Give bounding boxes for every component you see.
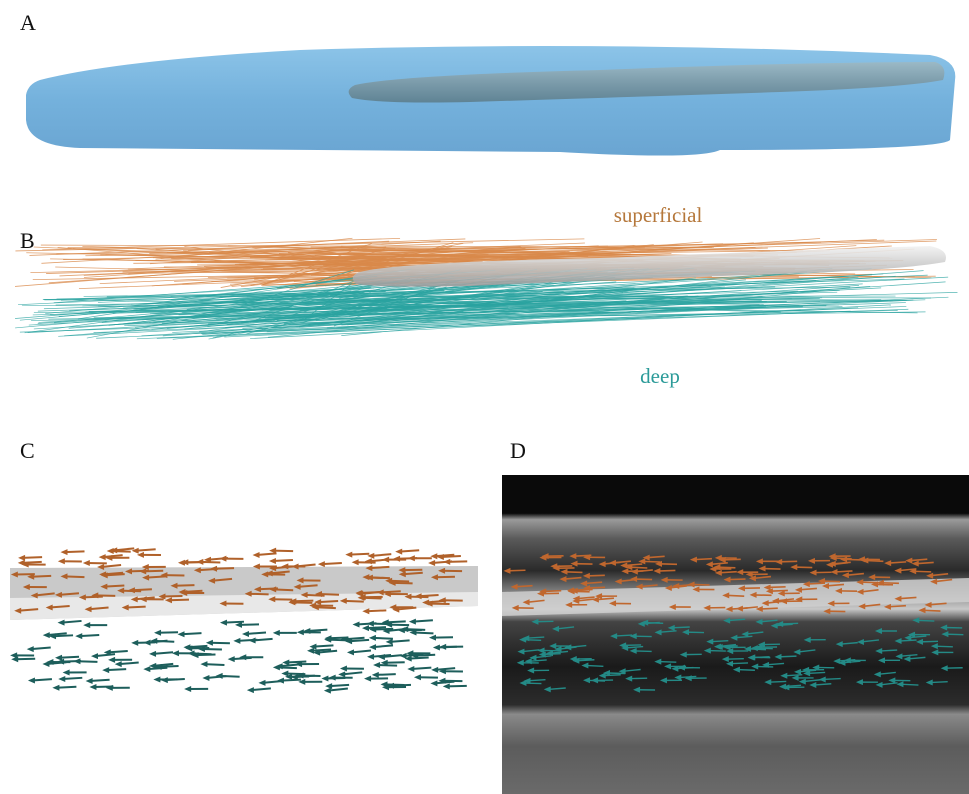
arrow-head [107,548,114,554]
arrow-head [433,645,440,651]
arrow-head [372,672,379,678]
arrow-head [99,554,106,560]
arrow-head [43,632,50,638]
arrow-head [86,678,93,684]
arrow-head [143,666,150,672]
arrow-head [242,631,249,637]
arrow-head [409,619,416,625]
arrow-head [131,640,138,646]
arrow-head [321,675,328,681]
arrow-head [269,558,276,564]
arrow-head [297,629,304,635]
panel-label: C [20,438,35,463]
arrow-head [307,648,314,654]
arrow-head [202,675,209,681]
arrow-head [58,558,65,564]
arrow-head [282,659,289,665]
arrow-head [233,638,240,644]
arrow-head [429,635,436,641]
arrow-head [386,639,393,645]
figure: A B superficial deep C D [0,0,969,794]
arrow-head [382,557,389,563]
arrow-head [58,676,65,682]
arrow-head [428,560,435,566]
arrow-head [115,661,122,667]
panel-label: A [20,10,36,35]
arrow-head [83,560,90,566]
arrow-head [345,552,352,558]
arrow-head [91,653,98,659]
arrow-head [153,677,160,683]
arrow-head [27,646,34,652]
arrow-head [347,649,354,655]
arrow-head [55,655,62,661]
arrow-head [414,674,421,680]
arrow-head [273,664,280,670]
panel-label: B [20,228,35,253]
arrow-head [430,680,437,686]
arrow-head [281,670,288,676]
arrow-head [373,662,380,668]
arrow-head [228,656,235,662]
arrow-head [407,666,414,672]
arrow-head [89,684,96,690]
arrow-head [149,651,156,657]
arrow-head [395,549,402,555]
arrow-head [258,680,265,686]
arrow-head [102,667,109,673]
arrow-head [247,687,254,693]
arrow-head [200,661,207,667]
arrow-head [369,644,376,650]
arrow-head [325,683,332,689]
arrow-head [431,667,438,673]
arrow-head [196,559,203,565]
arrow-head [443,559,450,565]
arrow-head [61,549,68,555]
arrow-head [28,677,35,683]
arrow-head [220,620,227,626]
arrow-head [340,665,347,671]
arrow-head [249,637,256,643]
arrow-head [352,559,359,565]
arrow-head [83,622,90,628]
annotation: superficial [614,203,703,227]
arrow-head [367,654,374,660]
arrow-head [108,657,115,663]
arrow-shaft [32,679,52,680]
arrow-head [206,640,213,646]
arrow-head [318,561,325,567]
arrow-head [352,622,359,628]
arrow-head [398,627,405,633]
arrow-head [324,688,331,694]
arrow-head [52,685,59,691]
arrow-head [362,625,369,631]
ultrasound-image [502,475,969,794]
arrow-head [18,555,25,561]
arrow-head [369,635,376,641]
arrow-head [184,686,191,692]
arrow-head [63,670,70,676]
arrow-head [154,630,161,636]
arrow-head [338,671,345,677]
arrow-head [364,676,371,682]
arrow-head [58,620,65,626]
arrow-head [75,633,82,639]
arrow-head [443,683,450,689]
arrow-head [408,555,415,561]
arrow-head [177,631,184,637]
arrow-head [273,630,280,636]
annotation: deep [640,364,680,388]
arrow-head [161,677,168,683]
arrow-head [329,675,336,681]
arrow-head [172,650,179,656]
panel-label: D [510,438,526,463]
arrow-head [253,552,260,558]
